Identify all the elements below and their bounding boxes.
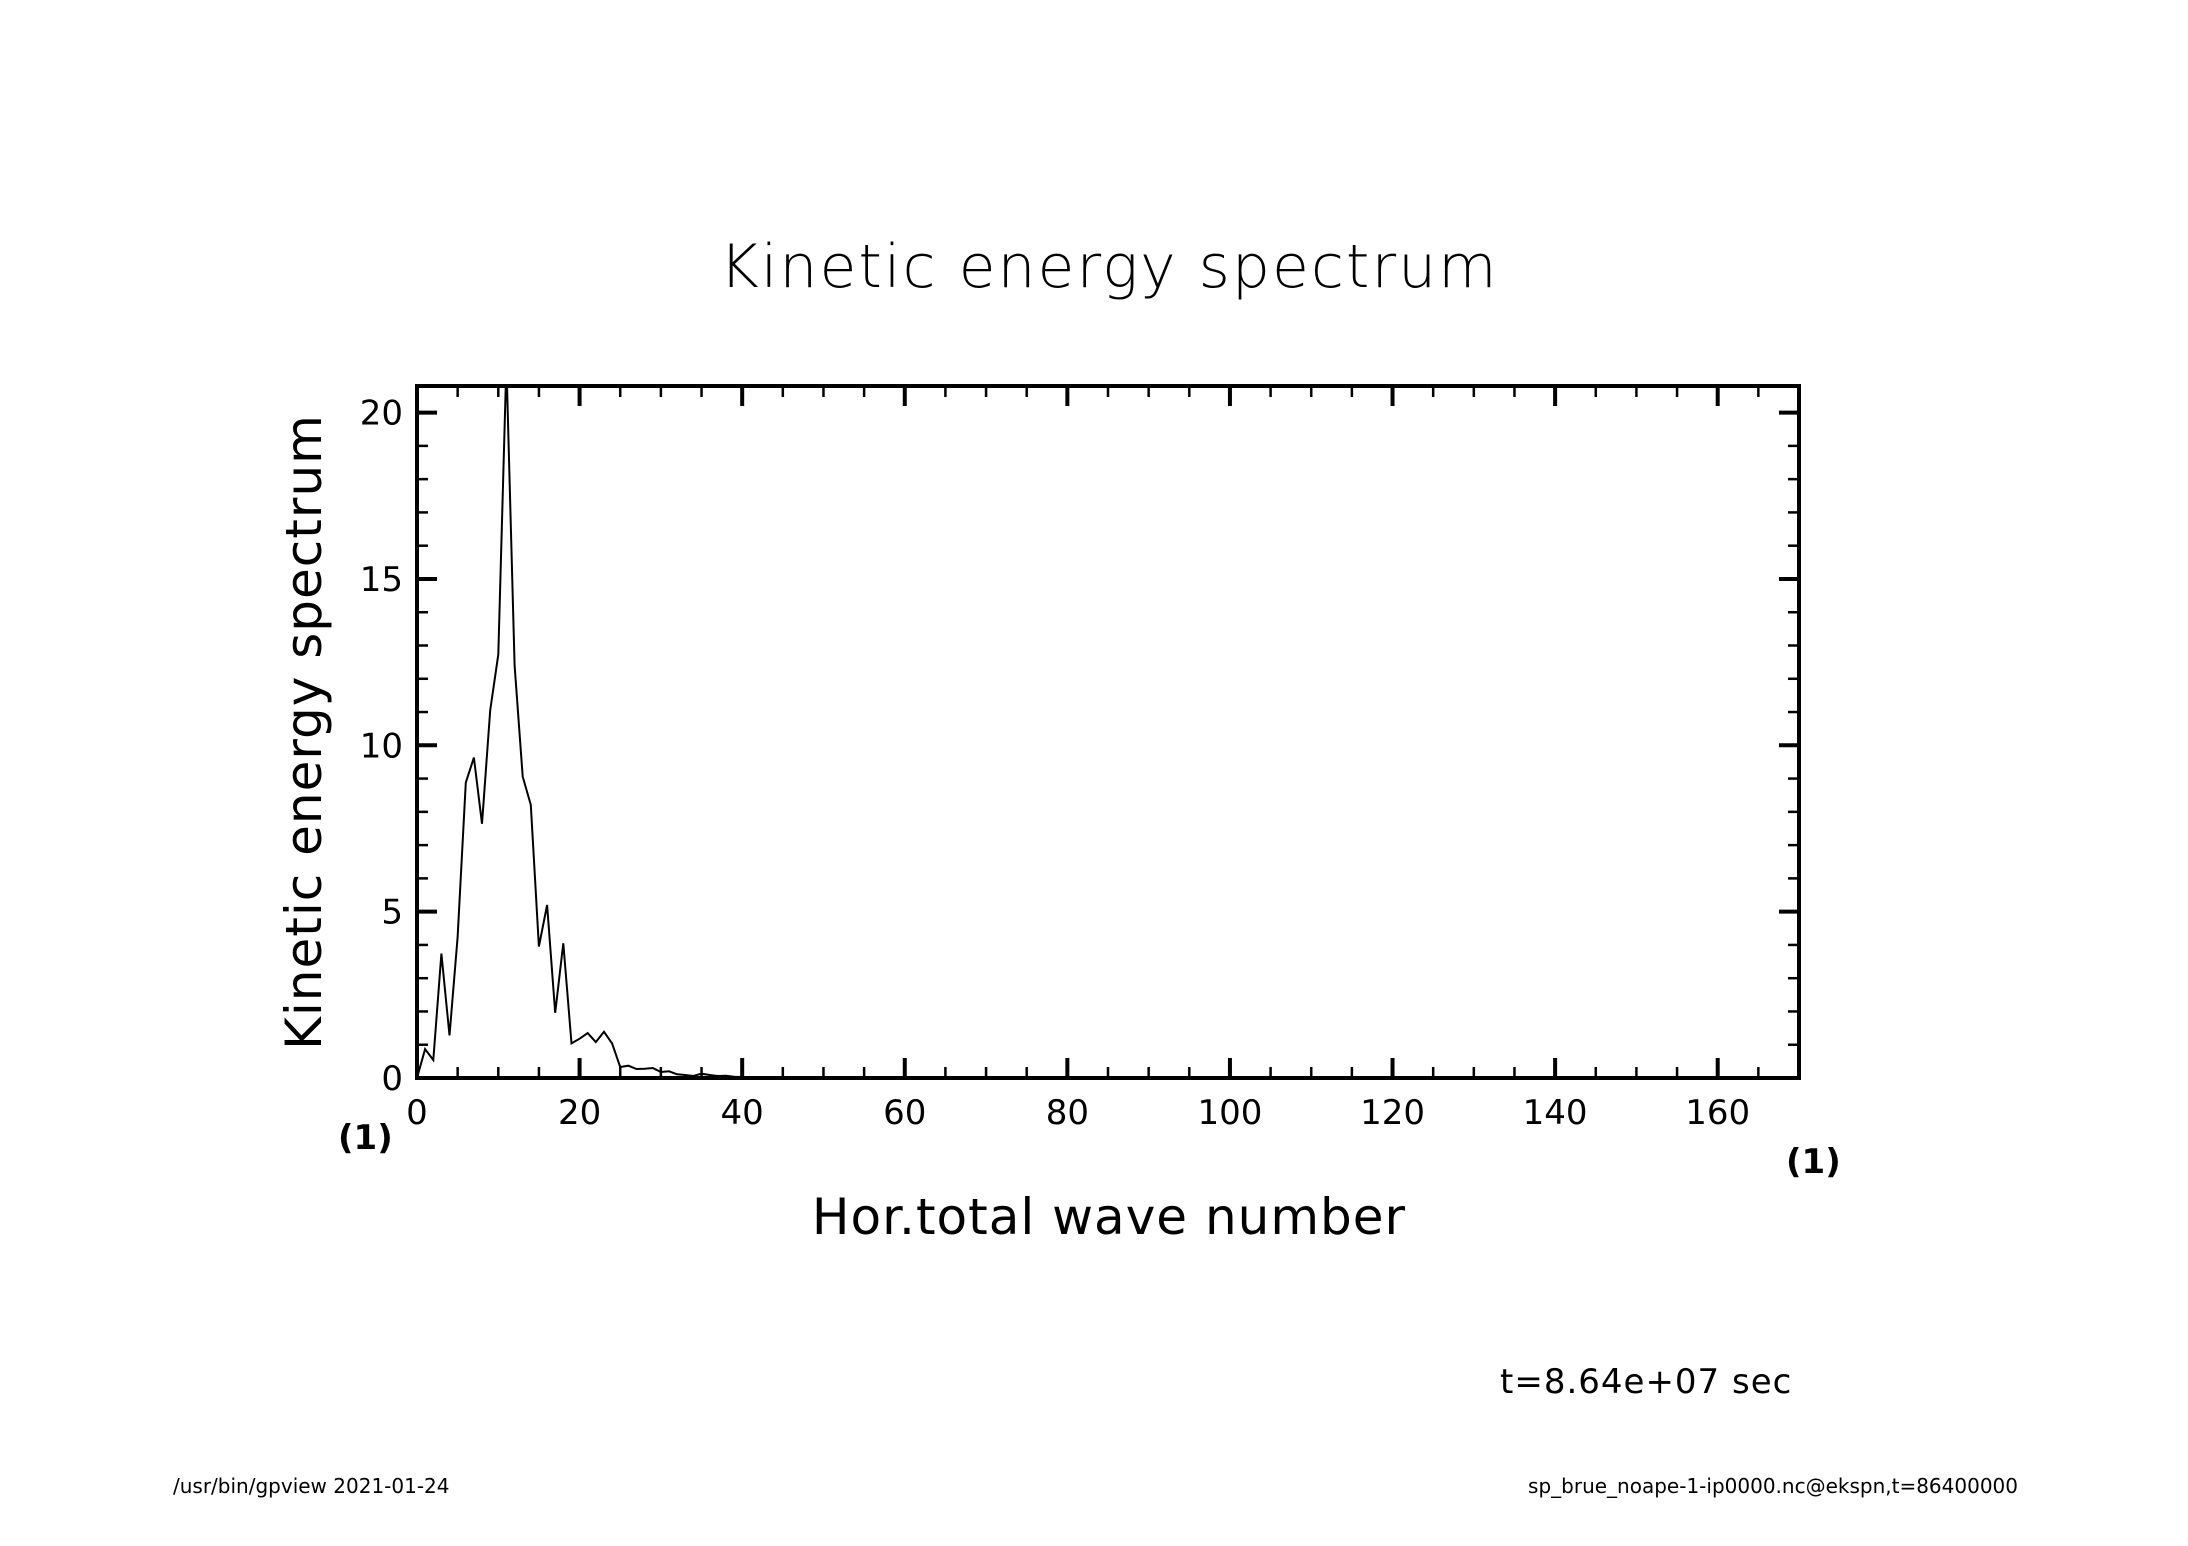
x-tick-label: 60 <box>883 1093 926 1133</box>
x-tick-label: 80 <box>1046 1093 1089 1133</box>
x-tick-label: 40 <box>721 1093 764 1133</box>
footer-left: /usr/bin/gpview 2021-01-24 <box>173 1474 450 1498</box>
chart-title: Kinetic energy spectrum <box>719 232 1499 302</box>
x-tick-label: 100 <box>1197 1093 1262 1133</box>
plot-frame <box>415 384 1801 1080</box>
x-axis-unit: (1) <box>1786 1142 1841 1182</box>
x-tick-label: 140 <box>1523 1093 1588 1133</box>
x-axis-label: Hor.total wave number <box>811 1188 1407 1246</box>
y-tick-label: 5 <box>381 893 403 933</box>
x-tick-label: 20 <box>558 1093 601 1133</box>
y-tick-label: 20 <box>360 394 403 434</box>
series-line <box>417 386 1799 1078</box>
y-tick-label: 15 <box>360 560 403 600</box>
y-axis-unit: (1) <box>338 1118 393 1158</box>
x-tick-label: 0 <box>406 1093 428 1133</box>
x-tick-label: 160 <box>1685 1093 1750 1133</box>
x-tick-label: 120 <box>1360 1093 1425 1133</box>
y-tick-label: 0 <box>381 1059 403 1099</box>
footer-right: sp_brue_noape-1-ip0000.nc@ekspn,t=864000… <box>1528 1474 2018 1498</box>
time-annotation: t=8.64e+07 sec <box>1500 1362 1793 1402</box>
y-tick-label: 10 <box>360 726 403 766</box>
